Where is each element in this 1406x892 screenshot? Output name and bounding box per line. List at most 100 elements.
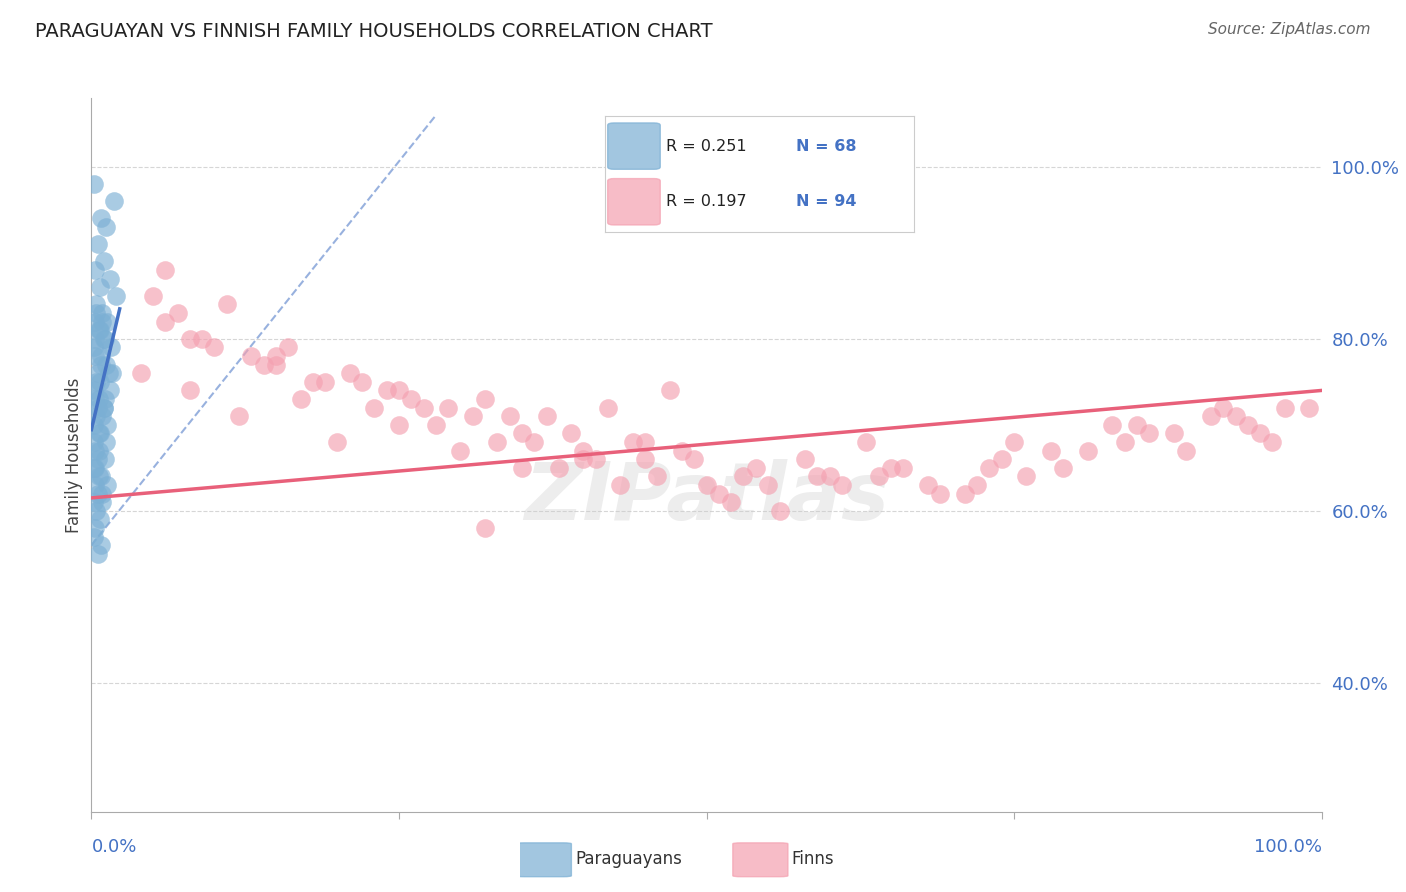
Point <box>90 538 112 552</box>
FancyBboxPatch shape <box>607 123 661 169</box>
Point <box>98 384 121 398</box>
Point <box>831 478 853 492</box>
Point <box>707 486 730 500</box>
Point <box>560 426 582 441</box>
Point <box>486 435 509 450</box>
Point <box>93 401 115 415</box>
Point <box>399 392 422 406</box>
Point <box>83 530 105 544</box>
Point <box>228 409 250 424</box>
Point <box>290 392 312 406</box>
Point <box>90 211 112 226</box>
Point <box>634 435 657 450</box>
Point <box>510 460 533 475</box>
Point <box>86 375 108 389</box>
Point <box>339 366 361 380</box>
Point <box>191 332 214 346</box>
Point <box>89 512 111 526</box>
Point <box>84 478 107 492</box>
Point <box>966 478 988 492</box>
Point <box>412 401 434 415</box>
Point <box>96 478 118 492</box>
Point <box>326 435 349 450</box>
Point <box>806 469 828 483</box>
Point <box>153 315 177 329</box>
Point <box>301 375 323 389</box>
Point <box>83 460 105 475</box>
Point <box>240 349 263 363</box>
Point <box>449 443 471 458</box>
Point <box>215 297 238 311</box>
Point <box>461 409 484 424</box>
Text: Finns: Finns <box>792 849 835 868</box>
Text: N = 94: N = 94 <box>796 194 856 210</box>
Point <box>855 435 877 450</box>
Text: R = 0.197: R = 0.197 <box>666 194 747 210</box>
Point <box>953 486 976 500</box>
Point <box>1261 435 1284 450</box>
Point <box>87 392 110 406</box>
Point <box>84 332 107 346</box>
Point <box>474 392 496 406</box>
Point <box>868 469 890 483</box>
Point <box>1225 409 1247 424</box>
Point <box>769 504 792 518</box>
Point <box>86 409 108 424</box>
Point <box>352 375 374 389</box>
Point <box>86 297 108 311</box>
Point <box>1039 443 1063 458</box>
Point <box>90 358 112 372</box>
Point <box>1139 426 1161 441</box>
Point <box>101 366 124 380</box>
FancyBboxPatch shape <box>733 843 787 877</box>
Point <box>264 349 287 363</box>
Point <box>277 341 299 355</box>
Point <box>253 358 276 372</box>
Point <box>103 194 125 209</box>
Point <box>84 460 107 475</box>
Point <box>86 547 108 561</box>
Point <box>363 401 385 415</box>
Point <box>634 452 657 467</box>
Point <box>979 460 1001 475</box>
Point <box>1175 443 1198 458</box>
Point <box>86 366 108 380</box>
Point <box>142 289 165 303</box>
Point <box>90 469 112 483</box>
Point <box>891 460 914 475</box>
Point <box>96 417 118 432</box>
Point <box>547 460 569 475</box>
Point <box>695 478 717 492</box>
Point <box>596 401 619 415</box>
Point <box>671 443 693 458</box>
Point <box>91 495 114 509</box>
Text: Paraguayans: Paraguayans <box>575 849 682 868</box>
Point <box>84 315 107 329</box>
Point <box>720 495 742 509</box>
Point <box>94 332 117 346</box>
Point <box>86 504 108 518</box>
Point <box>86 452 108 467</box>
Point <box>153 263 177 277</box>
Point <box>1163 426 1185 441</box>
Point <box>585 452 607 467</box>
Point <box>93 254 115 268</box>
Point <box>425 417 447 432</box>
Point <box>96 435 117 450</box>
Point <box>1237 417 1260 432</box>
Point <box>609 478 631 492</box>
Point <box>96 220 117 235</box>
Point <box>96 358 117 372</box>
Point <box>793 452 815 467</box>
Point <box>83 495 105 509</box>
Point <box>84 349 107 363</box>
Point <box>87 323 110 337</box>
Text: 0.0%: 0.0% <box>91 838 136 855</box>
FancyBboxPatch shape <box>607 178 661 225</box>
Point <box>1002 435 1025 450</box>
Point <box>91 409 114 424</box>
Point <box>733 469 755 483</box>
Point <box>86 486 108 500</box>
Point <box>1126 417 1149 432</box>
Text: 100.0%: 100.0% <box>1254 838 1322 855</box>
